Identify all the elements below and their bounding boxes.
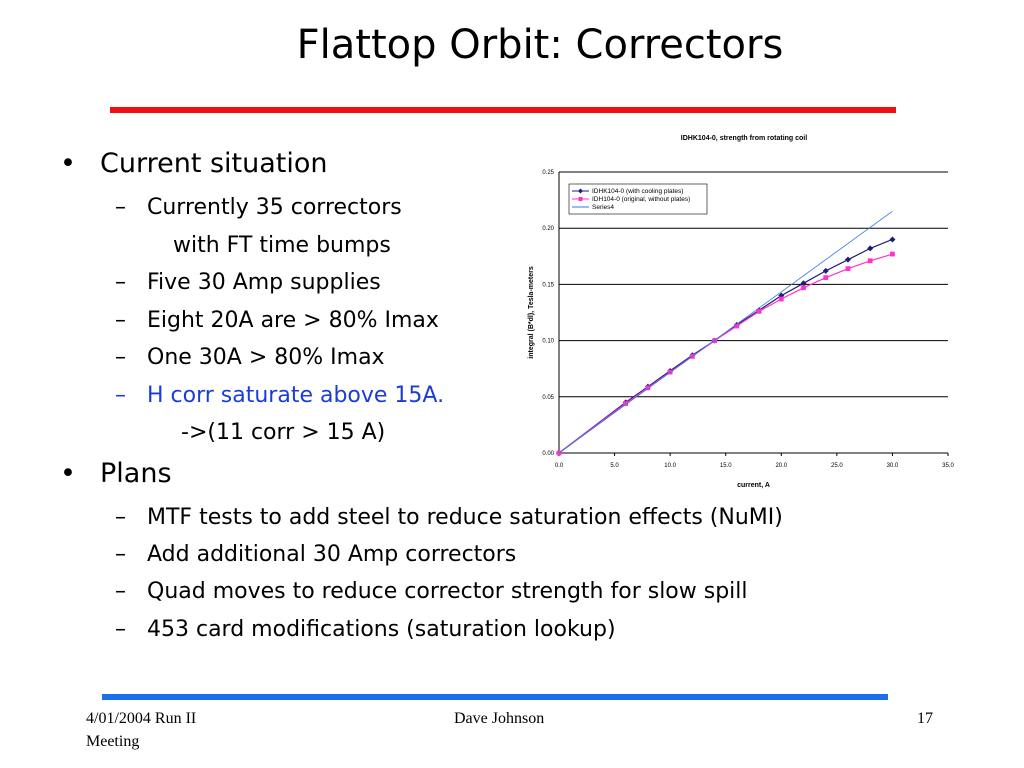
series-line-1 — [558, 238, 893, 454]
legend-label: Series4 — [592, 204, 614, 211]
sub-bullet-text: Five 30 Amp supplies — [147, 270, 381, 295]
series-2-point — [867, 258, 873, 264]
x-tick-label: 0.0 — [555, 463, 564, 469]
sub-bullet-text: Currently 35 correctors — [147, 195, 402, 220]
series-line-2 — [558, 253, 893, 454]
sub-bullet-text: H corr saturate above 15A. — [147, 383, 445, 408]
bullet-plans: • Plans — [60, 458, 172, 489]
x-tick-label: 20.0 — [775, 463, 787, 469]
bullet-dot: • — [60, 148, 76, 179]
y-tick-label: 0.15 — [542, 282, 554, 288]
sub-bullet: – Eight 20A are > 80% Imax — [115, 308, 439, 333]
series-2-point — [801, 285, 806, 291]
x-tick-label: 30.0 — [887, 463, 899, 469]
x-tick-label: 35.0 — [942, 463, 954, 469]
series-2-point — [845, 266, 851, 272]
series-2-point — [645, 385, 651, 391]
x-tick-label: 15.0 — [720, 463, 732, 469]
footer-page-number: 17 — [917, 710, 933, 727]
legend-label: IDHK104-0 (with cooling plates) — [592, 188, 683, 195]
footer-author: Dave Johnson — [454, 710, 545, 727]
sub-bullet: – One 30A > 80% Imax — [115, 345, 385, 370]
sub-bullet-highlight: – H corr saturate above 15A. — [115, 383, 445, 408]
series-2-point — [756, 308, 762, 314]
series-line-3 — [558, 210, 893, 454]
bullet-label: Current situation — [100, 148, 328, 179]
y-tick-label: 0.05 — [542, 395, 554, 401]
y-tick-label: 0.25 — [542, 170, 554, 176]
bullet-dot: • — [60, 458, 76, 489]
bullet-current-situation: • Current situation — [60, 148, 328, 179]
y-axis-label: integral (B*dl), Tesla-meters — [528, 266, 535, 359]
sub-bullet-text: Quad moves to reduce corrector strength … — [147, 579, 748, 604]
series-2-point — [778, 296, 784, 302]
chart-title: IDHK104-0, strength from rotating coil — [681, 135, 807, 142]
series-2-point — [623, 401, 629, 406]
legend-label: IDH104-0 (original, without plates) — [592, 196, 690, 203]
y-tick-label: 0.10 — [542, 339, 554, 345]
series-2-point — [734, 323, 740, 329]
sub-bullet: – MTF tests to add steel to reduce satura… — [115, 505, 783, 530]
series-1-point — [800, 280, 807, 287]
footer-rule-blue — [102, 694, 888, 700]
footer-meeting: Meeting — [86, 733, 140, 750]
legend-marker — [578, 188, 583, 194]
sub-bullet-continuation: ->(11 corr > 15 A) — [181, 420, 386, 445]
sub-bullet: – Currently 35 correctors — [115, 195, 402, 220]
series-1-point — [822, 267, 829, 274]
series-1-point — [889, 236, 896, 243]
title-underline-red — [110, 107, 896, 113]
sub-bullet: – Five 30 Amp supplies — [115, 270, 381, 295]
sub-bullet-text: One 30A > 80% Imax — [147, 345, 385, 370]
series-2-point — [823, 275, 829, 281]
series-1-point — [778, 292, 785, 299]
sub-bullet-text: MTF tests to add steel to reduce saturat… — [147, 505, 783, 530]
sub-bullet-text: 453 card modifications (saturation looku… — [147, 617, 616, 642]
sub-bullet: –453 card modifications (saturation look… — [115, 617, 616, 642]
x-tick-label: 10.0 — [664, 463, 676, 469]
sub-bullet-text: Add additional 30 Amp correctors — [147, 542, 517, 567]
bullet-label: Plans — [100, 458, 172, 489]
footer-date-meeting: 4/01/2004 Run II — [86, 710, 197, 727]
legend-box — [568, 183, 708, 215]
sub-bullet-continuation: with FT time bumps — [173, 233, 391, 258]
strength-chart: IDHK104-0, strength from rotating coil 0.… — [528, 135, 954, 489]
sub-bullet-text: Eight 20A are > 80% Imax — [147, 308, 439, 333]
x-tick-label: 5.0 — [610, 463, 619, 469]
series-1-point — [867, 245, 874, 252]
y-tick-label: 0.20 — [542, 226, 554, 232]
x-axis-label: current, A — [737, 482, 770, 489]
series-2-point — [890, 251, 895, 257]
series-1-point — [844, 256, 851, 263]
sub-bullet: – Quad moves to reduce corrector strength… — [115, 579, 748, 604]
sub-bullet: – Add additional 30 Amp correctors — [115, 542, 517, 567]
y-tick-label: 0.00 — [542, 451, 554, 457]
x-tick-label: 25.0 — [831, 463, 843, 469]
legend-marker — [578, 197, 583, 201]
slide-title: Flattop Orbit: Correctors — [296, 22, 784, 68]
